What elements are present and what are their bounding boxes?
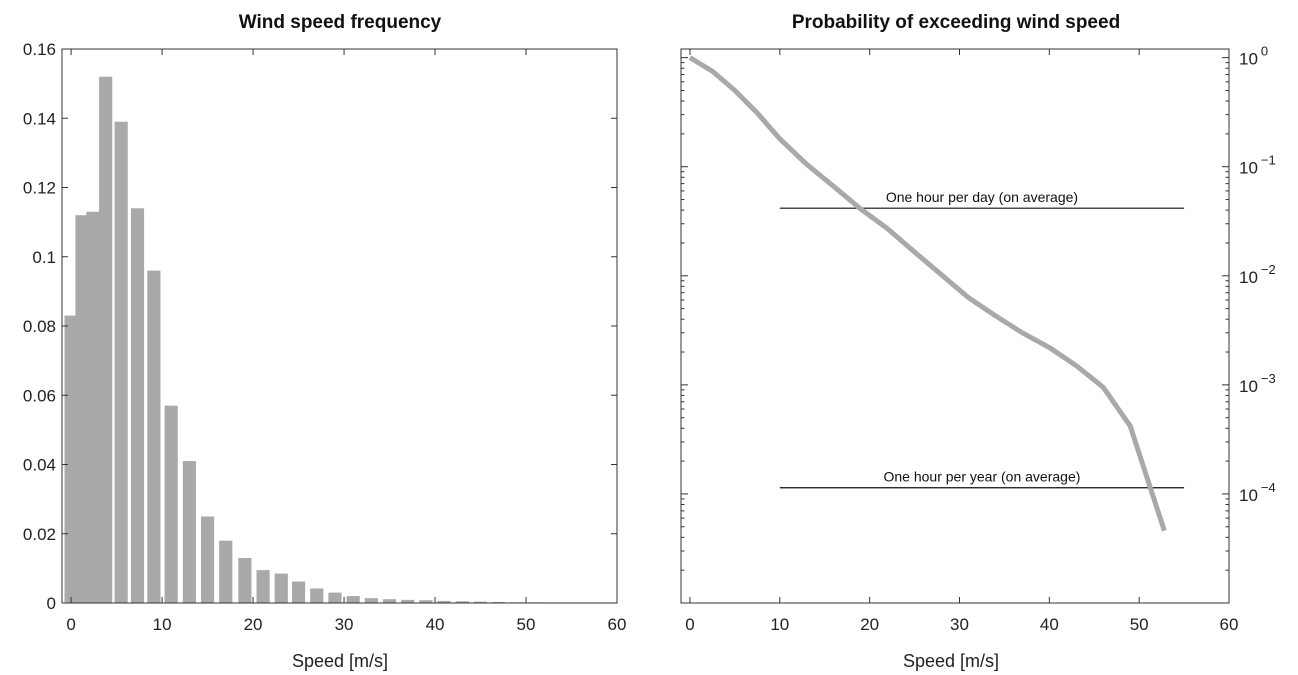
bar-1 (75, 215, 89, 603)
frequency-chart-title: Wind speed frequency (239, 12, 442, 33)
frequency-bars (64, 76, 579, 604)
bar-7 (164, 405, 178, 603)
bar-22 (437, 600, 451, 603)
bar-17 (346, 596, 360, 603)
bar-14 (291, 581, 306, 603)
exceedance-plot-frame (680, 48, 1230, 604)
bar-8 (182, 461, 196, 603)
exceedance-chart: Probability of exceeding wind speed One … (680, 12, 1276, 671)
bar-0 (64, 315, 78, 603)
bar-13 (274, 573, 288, 603)
reference-lines: One hour per day (on average) One hour pe… (779, 189, 1185, 489)
ry-tick-label-4: 10 −4 (1239, 480, 1276, 505)
rx-tick-label-2: 20 (860, 615, 879, 634)
exceedance-series (688, 55, 1167, 532)
x-tick-label-3: 30 (335, 615, 354, 634)
y-tick-label-1: 0.02 (23, 525, 56, 544)
bar-2 (86, 211, 100, 604)
bar-3 (99, 76, 113, 603)
bar-12 (256, 570, 270, 603)
exceedance-line-0 (688, 55, 1167, 532)
bar-4 (114, 121, 128, 604)
exceedance-x-axis: 0 10 20 30 40 50 60 (685, 49, 1238, 634)
reference-line-label-0: One hour per day (on average) (886, 189, 1078, 205)
y-tick-label-6: 0.12 (23, 179, 56, 198)
bar-6 (147, 270, 161, 603)
rx-tick-label-4: 40 (1040, 615, 1059, 634)
frequency-x-axis-label: Speed [m/s] (292, 651, 388, 671)
y-tick-label-5: 0.1 (32, 248, 56, 267)
bar-16 (328, 592, 342, 603)
bar-10 (219, 540, 233, 603)
bar-5 (130, 208, 145, 603)
bar-18 (364, 598, 378, 603)
x-tick-label-4: 40 (426, 615, 445, 634)
bar-21 (419, 600, 433, 603)
reference-line-label-1: One hour per year (on average) (884, 469, 1081, 485)
x-tick-label-0: 0 (66, 615, 75, 634)
x-tick-label-2: 20 (244, 615, 263, 634)
y-tick-label-4: 0.08 (23, 317, 56, 336)
rx-tick-label-3: 30 (950, 615, 969, 634)
frequency-x-axis: 0 10 20 30 40 50 60 (66, 49, 626, 634)
y-tick-label-0: 0 (47, 594, 56, 613)
bar-20 (401, 599, 415, 603)
ry-tick-label-1: 10 −1 (1239, 153, 1276, 178)
frequency-y-axis: 0 0.02 0.04 0.06 0.08 0.1 0.12 0.14 0.16 (23, 40, 617, 613)
ry-tick-label-2: 10 −2 (1239, 262, 1276, 287)
y-tick-label-8: 0.16 (23, 40, 56, 59)
rx-tick-label-1: 10 (770, 615, 789, 634)
rx-tick-label-5: 50 (1130, 615, 1149, 634)
bar-11 (238, 557, 252, 603)
x-tick-label-1: 10 (153, 615, 172, 634)
ry-tick-label-0: 10 0 (1239, 44, 1268, 69)
y-tick-label-7: 0.14 (23, 109, 56, 128)
bar-25 (492, 601, 506, 603)
x-tick-label-5: 50 (517, 615, 536, 634)
bar-19 (382, 599, 397, 603)
bar-24 (473, 601, 488, 603)
bar-15 (310, 588, 324, 603)
exceedance-chart-title: Probability of exceeding wind speed (792, 12, 1120, 33)
exceedance-x-axis-label: Speed [m/s] (903, 651, 999, 671)
rx-tick-label-0: 0 (685, 615, 694, 634)
x-tick-label-6: 60 (608, 615, 627, 634)
rx-tick-label-6: 60 (1220, 615, 1239, 634)
y-tick-label-3: 0.06 (23, 386, 56, 405)
ry-tick-label-3: 10 −3 (1239, 371, 1276, 396)
frequency-plot-frame (61, 48, 618, 604)
frequency-chart: Wind speed frequency 0 10 20 30 40 50 60 0 0.02… (23, 12, 627, 671)
bar-23 (455, 601, 469, 603)
y-tick-label-2: 0.04 (23, 456, 56, 475)
bar-9 (200, 516, 215, 603)
